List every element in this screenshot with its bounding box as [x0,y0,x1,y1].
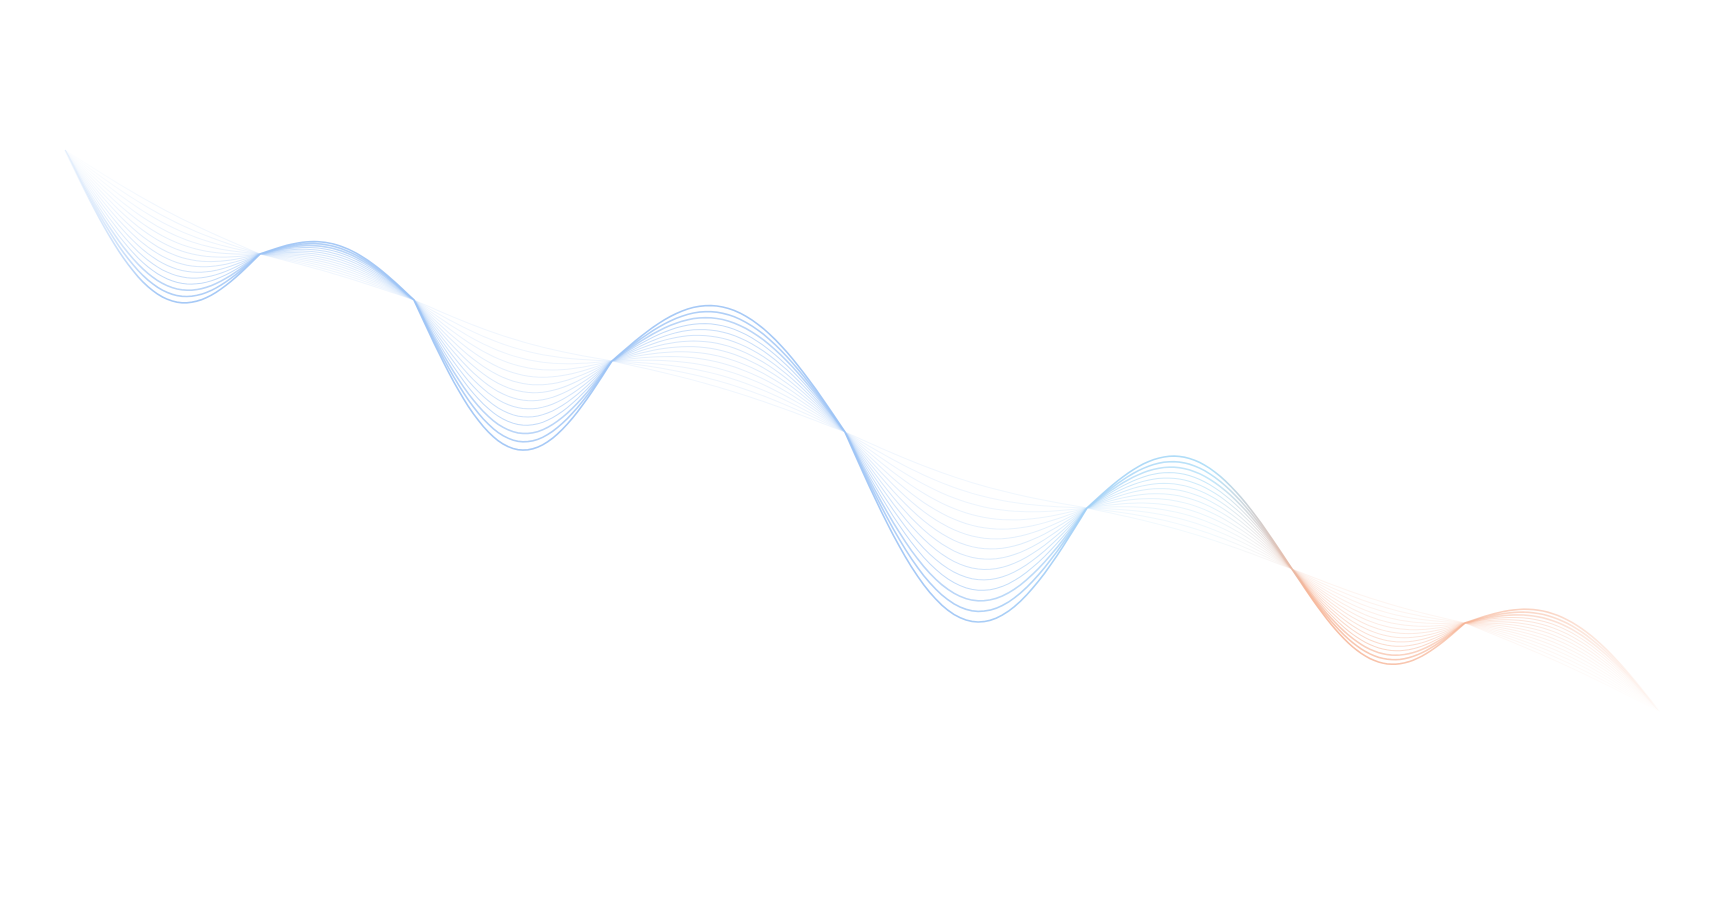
wave-line [64,149,1661,713]
wave-line [64,149,1661,713]
wave-line [64,149,1661,713]
wave-line [64,149,1661,713]
wave-line [64,149,1661,713]
wave-line [64,149,1661,713]
wave-line [64,149,1661,713]
wave-line [64,149,1661,713]
wave-line [64,149,1661,713]
wave-line [64,149,1661,713]
wave-line [64,149,1661,713]
wave-line [64,149,1661,713]
wave-line-group [64,149,1661,713]
wave-line [64,149,1661,713]
wave-line [64,149,1661,713]
